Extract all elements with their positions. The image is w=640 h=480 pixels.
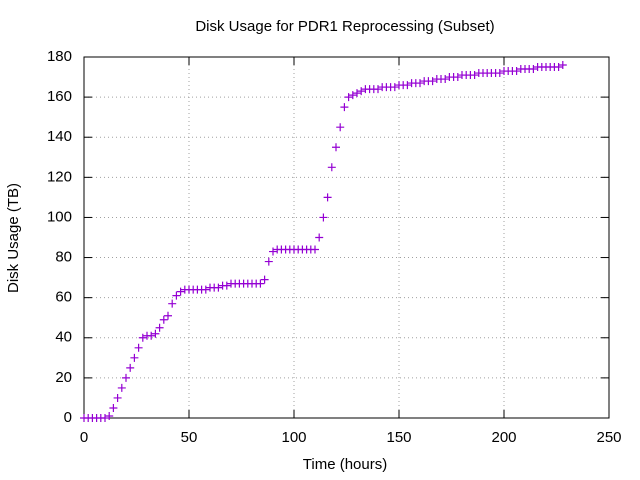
data-point xyxy=(109,403,118,412)
data-point xyxy=(344,93,353,102)
y-tick-label: 120 xyxy=(47,168,72,185)
data-point xyxy=(101,414,109,422)
data-point xyxy=(264,257,273,266)
data-point xyxy=(390,83,399,92)
data-point xyxy=(126,363,135,372)
data-point xyxy=(340,103,349,112)
data-point xyxy=(554,63,563,72)
data-point xyxy=(319,213,328,222)
data-point xyxy=(105,411,114,420)
data-point xyxy=(214,283,223,292)
y-tick-label: 160 xyxy=(47,88,72,105)
data-point xyxy=(374,85,382,94)
data-point xyxy=(529,65,538,74)
data-point xyxy=(495,69,504,78)
data-point xyxy=(159,315,168,324)
data-point xyxy=(113,393,122,402)
y-tick-label: 60 xyxy=(55,289,72,306)
data-point xyxy=(260,275,269,284)
data-point xyxy=(357,87,366,96)
data-point xyxy=(327,163,336,172)
x-tick-label: 200 xyxy=(491,429,516,446)
x-tick-label: 250 xyxy=(596,429,621,446)
x-tick-label: 50 xyxy=(181,429,198,446)
data-point xyxy=(222,281,231,290)
data-point xyxy=(512,67,521,76)
data-point xyxy=(470,71,479,80)
data-point xyxy=(353,89,361,98)
data-point xyxy=(441,75,450,84)
data-point xyxy=(256,279,265,288)
data-point xyxy=(332,143,340,152)
x-axis-label: Time (hours) xyxy=(303,456,387,473)
x-tick-label: 0 xyxy=(80,429,88,446)
data-point xyxy=(403,81,412,90)
y-tick-label: 0 xyxy=(64,409,72,426)
y-tick-label: 100 xyxy=(47,208,72,225)
data-point xyxy=(147,331,156,340)
data-point xyxy=(172,291,181,300)
data-point xyxy=(315,233,324,242)
y-tick-label: 180 xyxy=(47,48,72,65)
plot-frame xyxy=(83,56,610,419)
data-point xyxy=(269,247,277,256)
y-tick-label: 40 xyxy=(55,329,72,346)
data-point xyxy=(138,333,147,342)
data-point xyxy=(348,91,357,100)
data-point xyxy=(164,311,172,320)
x-tick-label: 100 xyxy=(281,429,306,446)
chart-title: Disk Usage for PDR1 Reprocessing (Subset… xyxy=(195,18,494,35)
data-point xyxy=(453,73,462,82)
data-point xyxy=(311,245,319,254)
data-point xyxy=(122,373,130,382)
data-point xyxy=(130,353,139,362)
data-point xyxy=(134,343,143,352)
data-point xyxy=(323,193,332,202)
data-point xyxy=(151,329,160,338)
data-point xyxy=(416,79,424,88)
data-point xyxy=(176,287,185,296)
y-tick-label: 140 xyxy=(47,128,72,145)
data-point xyxy=(336,123,345,132)
data-point xyxy=(558,61,567,70)
y-tick-label: 80 xyxy=(55,249,72,266)
data-point xyxy=(155,323,164,332)
x-tick-label: 150 xyxy=(386,429,411,446)
data-point xyxy=(428,77,437,86)
data-point xyxy=(201,285,210,294)
data-point xyxy=(168,299,177,308)
y-axis-label: Disk Usage (TB) xyxy=(5,183,22,293)
y-tick-label: 20 xyxy=(55,369,72,386)
data-point xyxy=(117,383,126,392)
